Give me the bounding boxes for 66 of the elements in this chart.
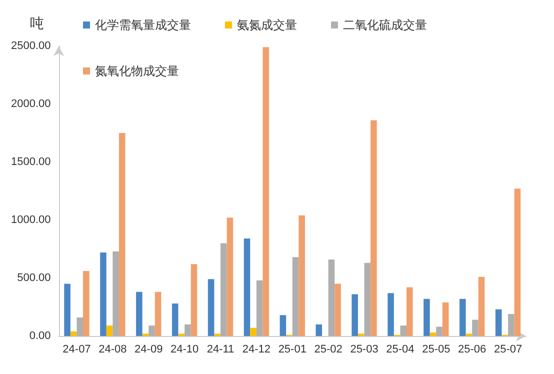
bar xyxy=(388,293,394,336)
bar xyxy=(184,324,191,336)
bar xyxy=(118,133,126,336)
bar xyxy=(400,326,406,336)
y-tick-label: 2500.00 xyxy=(10,40,51,52)
y-axis-title: 吨 xyxy=(30,15,44,31)
bar xyxy=(250,328,256,336)
legend-label: 氮氧化物成交量 xyxy=(95,64,179,78)
bar xyxy=(352,294,358,336)
bar xyxy=(100,252,106,336)
bar xyxy=(76,317,84,336)
x-tick-label: 25-05 xyxy=(422,344,450,356)
bar xyxy=(478,276,485,336)
x-tick-label: 25-04 xyxy=(386,344,414,356)
x-tick-label: 24-11 xyxy=(206,344,234,356)
bar xyxy=(106,326,113,336)
bar xyxy=(244,238,250,336)
bar xyxy=(280,315,286,336)
x-tick-label: 25-01 xyxy=(278,344,306,356)
bar xyxy=(436,326,442,336)
y-tick-label: 1500.00 xyxy=(10,156,51,168)
bar xyxy=(442,302,449,336)
x-tick-label: 24-10 xyxy=(170,344,199,356)
bar xyxy=(154,292,162,336)
x-tick-label: 24-08 xyxy=(98,344,127,356)
bar xyxy=(208,279,214,336)
bar xyxy=(406,287,413,336)
y-tick-label: 2000.00 xyxy=(10,98,51,110)
bar xyxy=(83,271,90,336)
x-tick-label: 24-09 xyxy=(134,344,163,356)
bar xyxy=(112,251,119,336)
bar xyxy=(256,280,263,336)
bar xyxy=(70,331,77,336)
bar xyxy=(298,215,305,336)
bar xyxy=(334,284,341,336)
bar xyxy=(364,262,371,336)
bar xyxy=(292,257,299,336)
bar xyxy=(64,284,70,336)
y-tick-label: 1000.00 xyxy=(10,214,51,226)
x-tick-label: 25-03 xyxy=(350,344,378,356)
bar xyxy=(226,218,234,336)
bar xyxy=(316,324,322,336)
bar xyxy=(370,120,377,336)
y-tick-label: 0.00 xyxy=(29,330,51,342)
x-tick-label: 24-12 xyxy=(242,344,271,356)
bar xyxy=(190,264,198,336)
y-tick-label: 500.00 xyxy=(17,272,51,284)
x-tick-label: 24-07 xyxy=(62,344,91,356)
x-tick-label: 25-06 xyxy=(458,344,486,356)
bar xyxy=(220,243,227,336)
bar xyxy=(328,259,335,336)
bar xyxy=(262,47,270,336)
bar xyxy=(495,309,502,336)
bar xyxy=(430,332,436,336)
bar xyxy=(508,314,514,336)
legend-label: 二氧化硫成交量 xyxy=(343,18,427,32)
x-tick-label: 25-07 xyxy=(494,344,522,356)
bar xyxy=(424,298,430,336)
bar xyxy=(460,298,466,336)
legend-label: 氨氮成交量 xyxy=(237,18,297,32)
bar xyxy=(172,304,178,336)
legend-label: 化学需氧量成交量 xyxy=(95,18,191,32)
bar xyxy=(148,326,155,336)
bar xyxy=(472,320,478,336)
x-tick-label: 25-02 xyxy=(314,344,342,356)
bar xyxy=(136,292,142,336)
